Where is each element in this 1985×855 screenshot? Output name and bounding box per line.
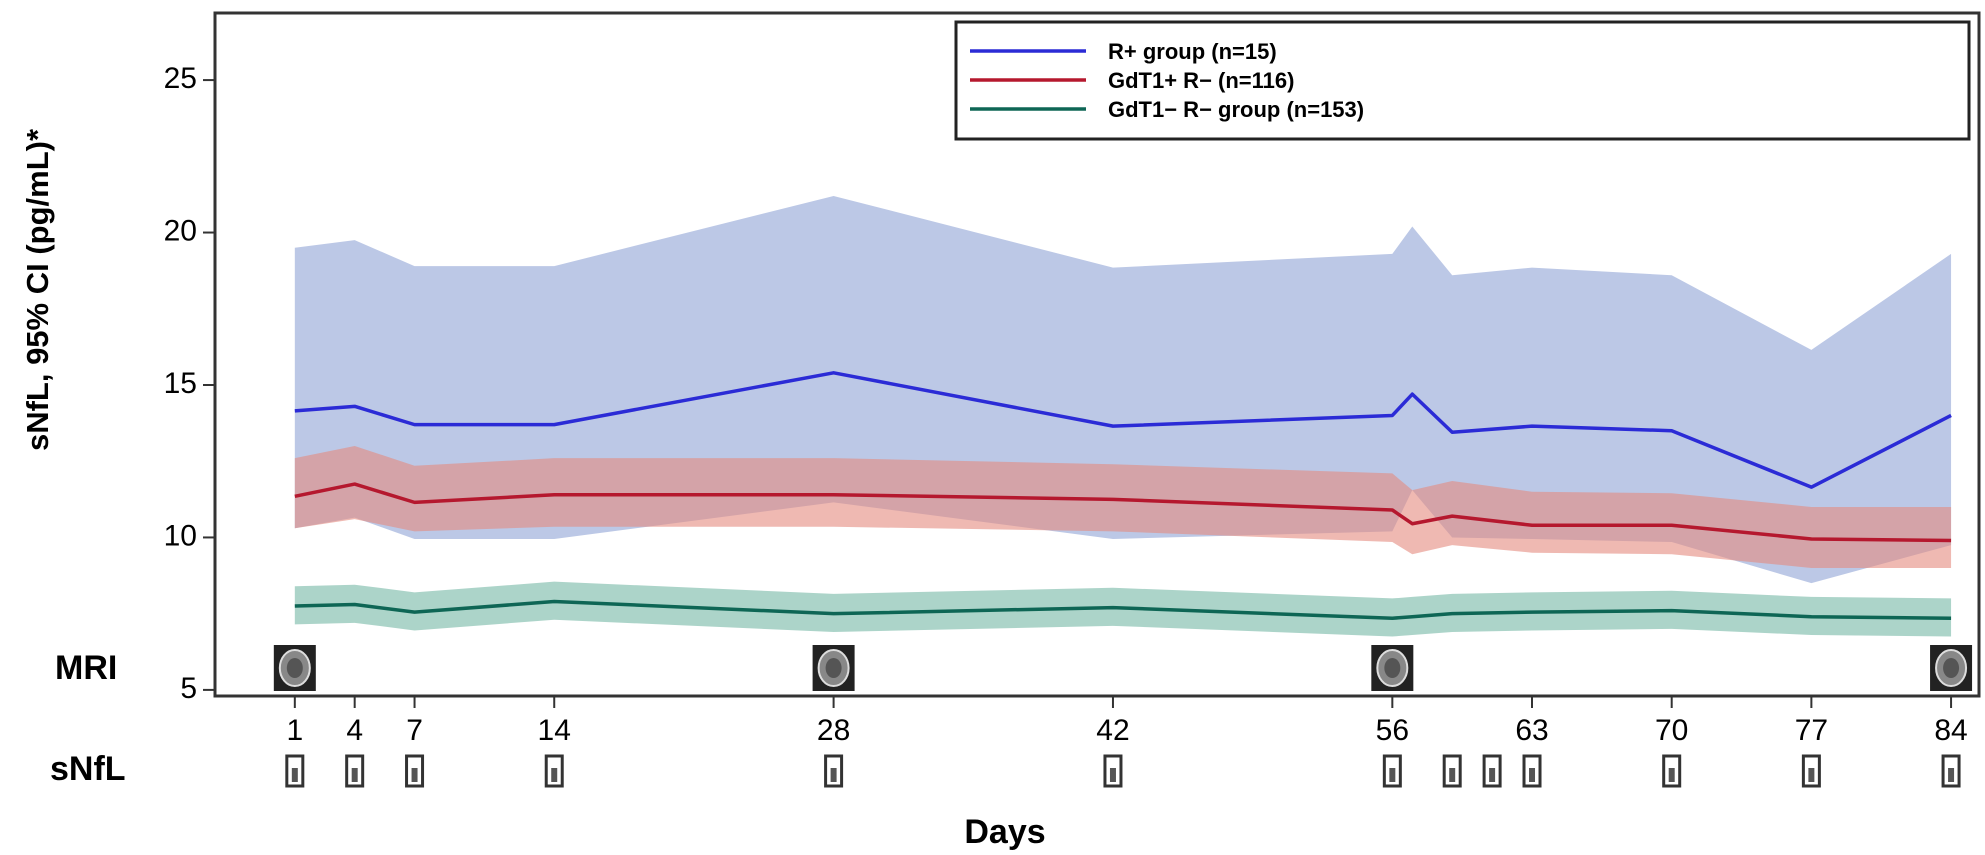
tube-icon-fill <box>1529 768 1536 782</box>
tube-icon <box>824 754 844 788</box>
mri-icon-inner <box>825 658 842 678</box>
x-tick-label: 28 <box>817 714 850 747</box>
mri-icon-inner <box>1943 658 1960 678</box>
mri-icon <box>1930 645 1973 691</box>
x-tick-label: 63 <box>1515 714 1548 747</box>
tube-icon <box>1941 754 1961 788</box>
tube-icon <box>1801 754 1821 788</box>
x-tick-label: 1 <box>286 714 303 747</box>
tube-icon-fill <box>1948 768 1955 782</box>
mri-icon <box>273 645 316 691</box>
y-tick-label: 20 <box>164 214 197 247</box>
x-tick-label: 4 <box>346 714 363 747</box>
legend-label: GdT1− R− group (n=153) <box>1108 97 1364 122</box>
x-tick-label: 56 <box>1376 714 1409 747</box>
tube-icon-fill <box>1109 768 1116 782</box>
tube-icon-fill <box>1808 768 1815 782</box>
tube-icon-fill <box>351 768 358 782</box>
tube-icon <box>1382 754 1402 788</box>
tube-icon <box>544 754 564 788</box>
tube-icon <box>285 754 305 788</box>
tube-icon-fill <box>1389 768 1396 782</box>
ci-band <box>294 445 1952 568</box>
x-tick-label: 42 <box>1096 714 1129 747</box>
tube-icon <box>405 754 425 788</box>
tube-icon-fill <box>1449 768 1456 782</box>
sample-row-label: sNfL <box>50 750 126 788</box>
x-tick-label: 84 <box>1934 714 1967 747</box>
legend-box <box>954 20 1971 141</box>
y-axis-label: sNfL, 95% CI (pg/mL)* <box>20 128 55 451</box>
x-tick-label: 70 <box>1655 714 1688 747</box>
x-axis-label: Days <box>964 813 1045 851</box>
tube-icon-fill <box>830 768 837 782</box>
mri-icon <box>812 645 855 691</box>
mri-icon <box>1371 645 1414 691</box>
y-tick-label: 15 <box>164 367 197 400</box>
tube-icon <box>1662 754 1682 788</box>
x-tick-label: 14 <box>538 714 571 747</box>
tube-icon <box>1482 754 1502 788</box>
legend-label: GdT1+ R− (n=116) <box>1108 68 1294 93</box>
mri-icon-inner <box>1384 658 1401 678</box>
mri-icon-inner <box>286 658 303 678</box>
plot-frame <box>213 11 1981 698</box>
series-line <box>294 599 1952 620</box>
x-tick-label: 77 <box>1795 714 1828 747</box>
tube-icon-fill <box>1489 768 1496 782</box>
x-tick-label: 7 <box>406 714 423 747</box>
series-line <box>294 371 1952 489</box>
y-tick-label: 25 <box>164 62 197 95</box>
tube-icon-fill <box>1668 768 1675 782</box>
tube-icon-fill <box>551 768 558 782</box>
tube-icon <box>1522 754 1542 788</box>
y-tick-label: 10 <box>164 519 197 552</box>
tube-icon <box>1442 754 1462 788</box>
tube-icon-fill <box>411 768 418 782</box>
mri-row-label: MRI <box>55 649 117 687</box>
tube-icon <box>345 754 365 788</box>
series-line <box>294 482 1952 543</box>
tube-icon-fill <box>291 768 298 782</box>
y-tick-label: 5 <box>180 672 197 705</box>
tube-icon <box>1103 754 1123 788</box>
legend-label: R+ group (n=15) <box>1108 39 1277 64</box>
